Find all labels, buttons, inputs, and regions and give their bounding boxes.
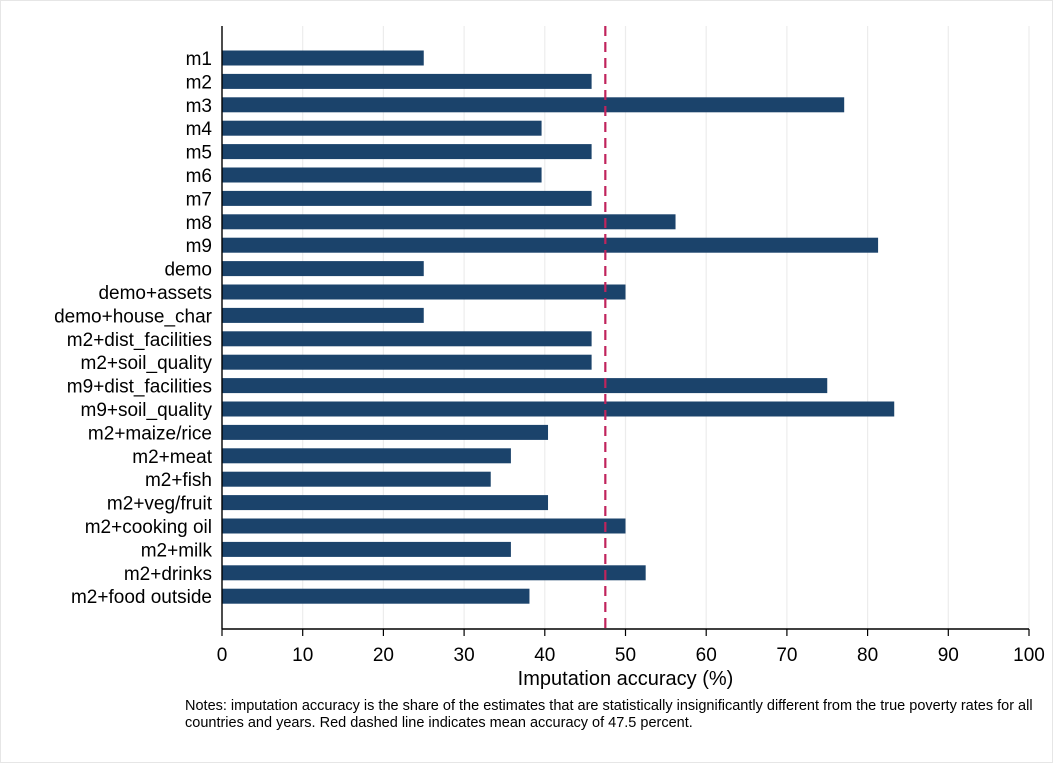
bar-5 [222,167,542,183]
bar-13 [222,354,592,370]
x-tick-label-0: 0 [217,645,228,666]
x-tick-label-1: 10 [292,645,313,666]
bar-4 [222,144,592,160]
bar-0 [222,50,424,66]
x-tick-label-3: 30 [454,645,475,666]
category-label-21: m2+milk [141,540,213,561]
bar-3 [222,120,542,136]
bar-7 [222,214,676,230]
category-label-8: m9 [186,236,212,257]
axes [221,26,1030,636]
x-tick-label-6: 60 [696,645,717,666]
category-label-13: m2+soil_quality [81,353,213,374]
x-tick-label-9: 90 [938,645,959,666]
x-tick-label-4: 40 [534,645,555,666]
category-label-9: demo [164,260,212,281]
bar-22 [222,565,646,581]
bar-11 [222,307,424,323]
bar-17 [222,448,511,464]
category-label-15: m9+soil_quality [81,400,213,421]
category-label-17: m2+meat [132,447,212,468]
category-label-7: m8 [186,213,212,234]
x-axis-title: Imputation accuracy (%) [518,668,734,690]
chart-notes: Notes: imputation accuracy is the share … [185,698,1033,731]
category-label-3: m4 [186,119,213,140]
bar-9 [222,261,424,277]
x-tick-label-2: 20 [373,645,394,666]
x-tick-label-8: 80 [857,645,878,666]
category-label-16: m2+maize/rice [88,423,212,444]
bar-23 [222,588,530,604]
x-tick-label-5: 50 [615,645,636,666]
bar-2 [222,97,845,113]
category-label-4: m5 [186,143,212,164]
category-label-10: demo+assets [98,283,212,304]
bar-12 [222,331,592,347]
category-label-22: m2+drinks [124,564,212,585]
bar-21 [222,541,511,557]
category-label-12: m2+dist_facilities [67,330,212,351]
bar-6 [222,190,592,206]
x-tick-label-10: 100 [1013,645,1045,666]
category-label-1: m2 [186,72,212,93]
bar-20 [222,518,626,534]
gridlines [302,26,1030,629]
x-tick-label-7: 70 [776,645,797,666]
category-label-20: m2+cooking oil [85,517,212,538]
category-label-0: m1 [186,49,212,70]
category-label-6: m7 [186,189,212,210]
category-label-23: m2+food outside [71,587,212,608]
bar-18 [222,471,491,487]
bar-10 [222,284,626,300]
bar-14 [222,378,828,394]
bars [222,50,895,604]
bar-8 [222,237,879,253]
category-label-19: m2+veg/fruit [107,494,213,515]
category-label-2: m3 [186,96,212,117]
x-tick-labels: 0 10 20 30 40 50 60 70 80 90 100 [217,645,1045,666]
bar-16 [222,424,549,440]
category-label-14: m9+dist_facilities [67,377,212,398]
bar-15 [222,401,895,417]
category-label-11: demo+house_char [54,306,213,327]
category-label-5: m6 [186,166,212,187]
bar-1 [222,73,592,89]
category-label-18: m2+fish [145,470,212,491]
bar-19 [222,495,549,511]
